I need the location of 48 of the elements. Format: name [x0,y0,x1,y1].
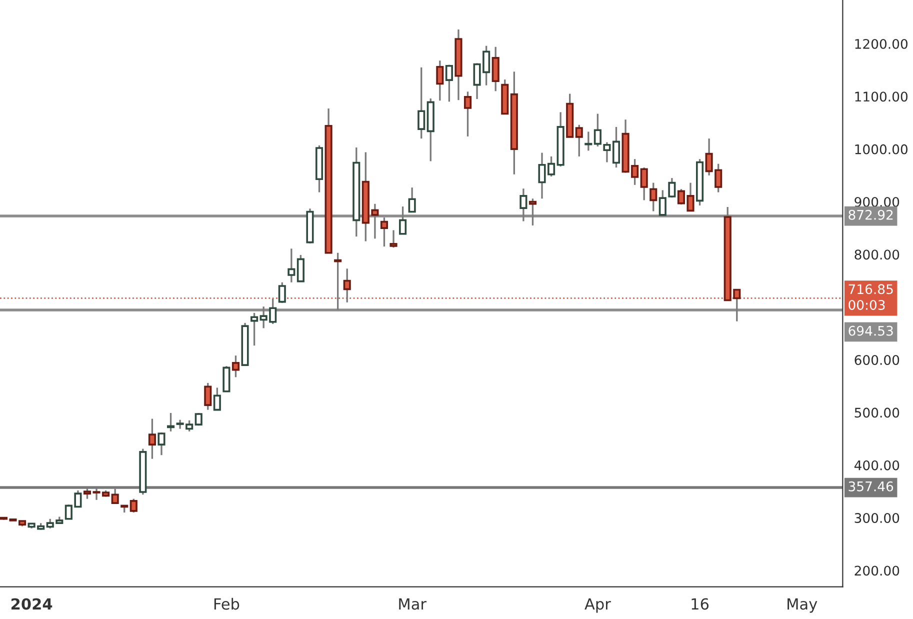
candlestick [520,188,528,222]
y-tick-label: 1200.00 [855,38,908,49]
candlestick [296,254,304,283]
x-tick-label: May [788,598,818,613]
candlestick [222,365,230,393]
candlestick [380,216,388,248]
candlestick [166,412,175,432]
candlestick [130,498,138,514]
x-tick-label: Mar [399,598,426,610]
ref-line-label: 694.53 [848,326,893,336]
y-tick-label: 800.00 [854,250,900,260]
ref-line-label: 872.92 [848,210,893,220]
y-tick-label: 1000.00 [855,144,908,154]
y-tick-label: 400.00 [854,460,900,470]
y-tick-label: 600.00 [854,355,900,365]
ref-line-label: 716.85 00:03 [848,284,893,310]
candlestick [492,46,500,92]
candlestick [640,166,648,202]
y-tick-label: 500.00 [854,408,900,418]
candlestick [584,130,592,152]
y-tick-label: 300.00 [854,513,900,524]
candlestick [278,282,286,304]
candlestick [213,386,221,412]
candlestick [204,382,212,411]
candlestick [464,90,472,138]
y-tick-label: 200.00 [854,566,900,576]
candlestick [418,66,426,140]
candlestick [445,64,453,102]
candlestick [408,186,416,214]
y-tick-label: 1100.00 [855,92,908,102]
candlestick [528,198,536,226]
x-tick-label: Feb [214,598,240,610]
y-tick-label: 900.00 [854,196,900,207]
candlestick [250,312,258,346]
candlestick [148,418,156,460]
x-tick-label: 2024 [12,598,52,610]
x-tick-label: 16 [692,598,709,610]
candlestick [436,60,444,102]
candlestick [575,124,583,158]
ref-line-label: 357.46 [848,481,894,492]
candlestick [158,432,166,456]
candlestick [390,229,398,248]
candlestick [650,182,658,212]
candlestick [232,354,240,378]
candlestick [399,206,407,236]
x-tick-label: Apr [584,598,611,613]
candlestick [612,126,620,168]
candlestick [288,248,296,284]
